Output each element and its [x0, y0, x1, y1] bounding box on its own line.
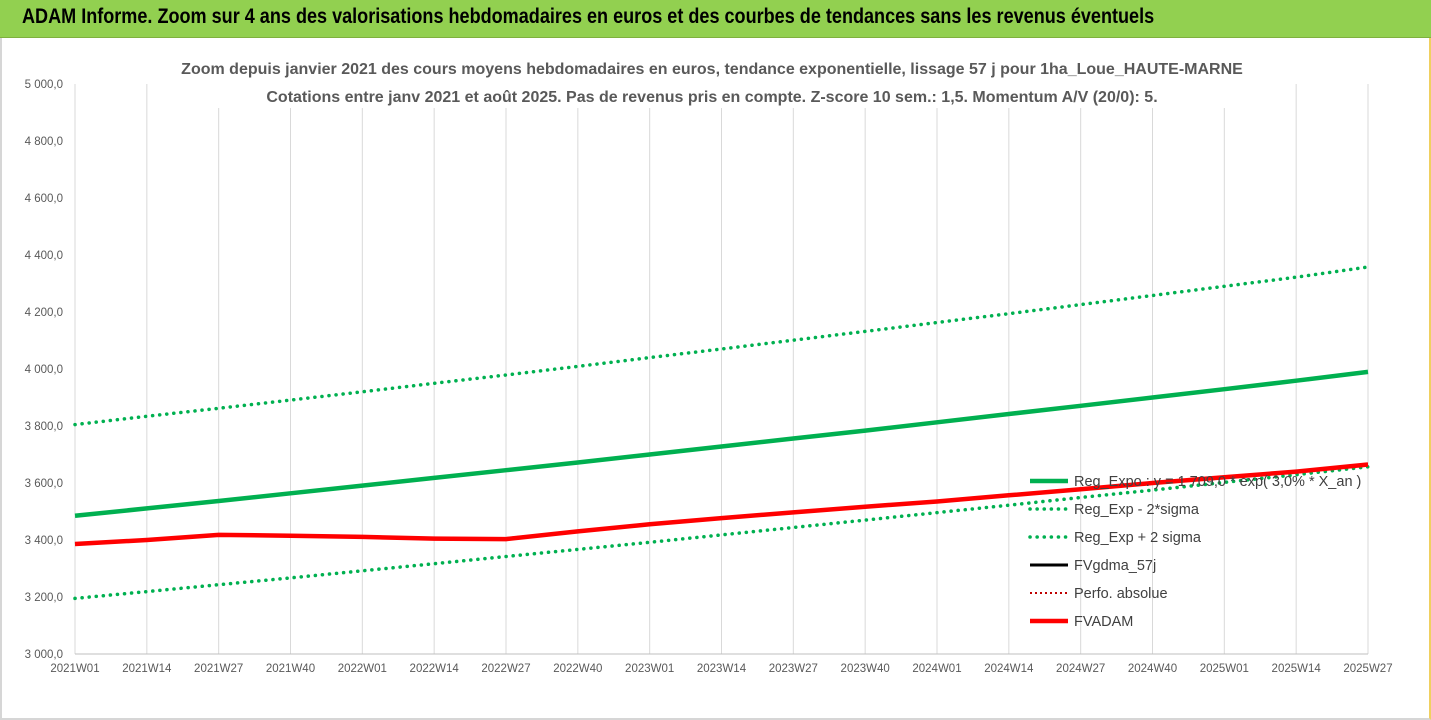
- line-chart: 5 000,0 4 800,0 4 600,0 4 400,0 4 200,0 4 000…: [25, 52, 1393, 675]
- y-axis: 5 000,0 4 800,0 4 600,0 4 400,0 4 200,0 4 000…: [25, 79, 63, 661]
- chart-frame: 5 000,0 4 800,0 4 600,0 4 400,0 4 200,0 4 000…: [0, 38, 1431, 720]
- x-tick-label: 2021W14: [122, 663, 172, 675]
- x-tick-label: 2024W27: [1056, 663, 1105, 675]
- y-tick-label: 4 200,0: [25, 307, 63, 319]
- x-tick-label: 2022W01: [338, 663, 387, 675]
- x-tick-label: 2024W40: [1128, 663, 1177, 675]
- plot-series: [73, 265, 1370, 601]
- x-axis: 2021W01 2021W14 2021W27 2021W40 2022W01 2022W…: [50, 663, 1392, 675]
- x-tick-label: 2023W14: [697, 663, 747, 675]
- chart-title-line-1: Zoom depuis janvier 2021 des cours moyen…: [181, 61, 1243, 78]
- x-tick-label: 2025W27: [1343, 663, 1392, 675]
- gridlines: [74, 84, 1369, 655]
- y-tick-label: 4 600,0: [25, 193, 63, 205]
- series-line-2: [73, 265, 1370, 427]
- x-tick-label: 2024W14: [984, 663, 1034, 675]
- x-tick-label: 2021W40: [266, 663, 315, 675]
- x-tick-label: 2021W27: [194, 663, 243, 675]
- x-tick-label: 2024W01: [912, 663, 961, 675]
- x-tick-label: 2021W01: [50, 663, 99, 675]
- y-tick-label: 3 000,0: [25, 649, 63, 661]
- legend-label: Reg_Exp + 2 sigma: [1074, 530, 1202, 546]
- chart-title-line-2: Cotations entre janv 2021 et août 2025. …: [266, 89, 1157, 106]
- chart-title: Zoom depuis janvier 2021 des cours moyen…: [180, 52, 1243, 108]
- x-tick-label: 2022W40: [553, 663, 602, 675]
- y-tick-label: 4 400,0: [25, 250, 63, 262]
- report-banner: ADAM Informe. Zoom sur 4 ans des valoris…: [0, 0, 1431, 38]
- legend-label: Reg_Exp - 2*sigma: [1074, 502, 1200, 518]
- y-tick-label: 3 600,0: [25, 478, 63, 490]
- legend-label: FVgdma_57j: [1074, 558, 1156, 574]
- y-tick-label: 3 200,0: [25, 592, 63, 604]
- x-tick-label: 2025W01: [1200, 663, 1249, 675]
- x-tick-label: 2023W40: [841, 663, 890, 675]
- y-tick-label: 4 000,0: [25, 364, 63, 376]
- report-title: ADAM Informe. Zoom sur 4 ans des valoris…: [22, 5, 1155, 28]
- x-tick-label: 2023W27: [769, 663, 818, 675]
- series-line-0: [74, 369, 1369, 519]
- y-tick-label: 4 800,0: [25, 136, 63, 148]
- legend-label: FVADAM: [1074, 614, 1133, 630]
- legend-label: Reg_Expo : y = 1 709,0 * exp( 3,0% * X_a…: [1074, 474, 1361, 490]
- chart-legend: Reg_Expo : y = 1 709,0 * exp( 3,0% * X_a…: [1028, 474, 1361, 630]
- y-tick-label: 3 800,0: [25, 421, 63, 433]
- y-tick-label: 3 400,0: [25, 535, 63, 547]
- series-line-5: [74, 462, 1369, 547]
- x-tick-label: 2022W27: [481, 663, 530, 675]
- legend-label: Perfo. absolue: [1074, 586, 1168, 602]
- y-tick-label: 5 000,0: [25, 79, 63, 91]
- x-tick-label: 2025W14: [1272, 663, 1322, 675]
- x-tick-label: 2023W01: [625, 663, 674, 675]
- title-background: [180, 52, 1242, 108]
- x-tick-label: 2022W14: [410, 663, 460, 675]
